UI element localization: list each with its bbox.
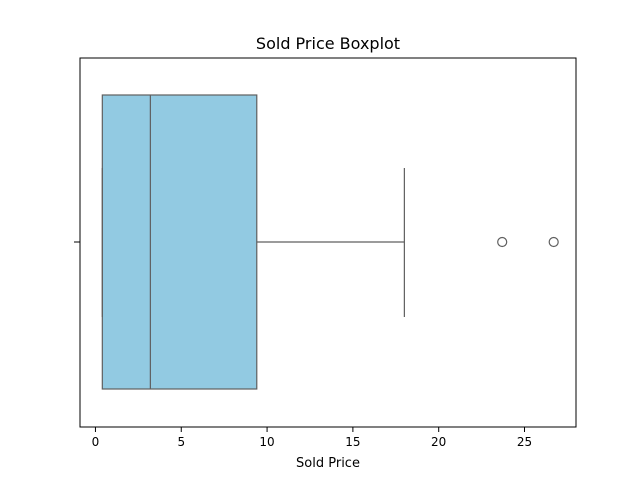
chart-title: Sold Price Boxplot: [256, 34, 400, 53]
outlier-point: [497, 236, 508, 248]
plot-area: [101, 94, 559, 390]
x-tick-label: 15: [345, 435, 360, 449]
x-tick-label: 5: [177, 435, 185, 449]
x-axis-ticks: 0 5 10 15 20 25: [92, 427, 532, 449]
x-tick-label: 10: [259, 435, 274, 449]
x-axis-title: Sold Price: [296, 456, 360, 471]
outlier-point: [548, 236, 559, 248]
x-tick-label: 0: [92, 435, 100, 449]
x-tick-label: 20: [431, 435, 446, 449]
box-iqr: [101, 94, 258, 390]
x-tick-label: 25: [517, 435, 532, 449]
